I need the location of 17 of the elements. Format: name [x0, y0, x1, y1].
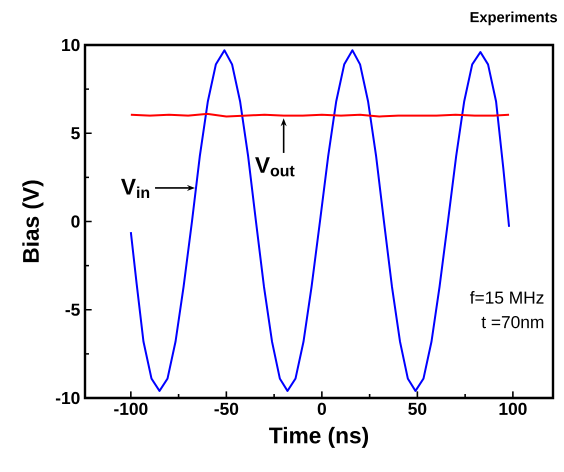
y-tick-label: 10 [62, 38, 80, 52]
x-tick-label: 50 [408, 402, 426, 415]
chart-title: Experiments [470, 12, 558, 26]
x-tick-label: 100 [500, 402, 527, 415]
annotation: t =70nm [482, 316, 544, 328]
annotation: V$_{in}$ [121, 178, 150, 198]
y-tick-label: -10 [56, 392, 80, 404]
y-tick-label: 5 [71, 127, 80, 140]
y-tick-label: -5 [66, 304, 80, 316]
y-tick-label: 0 [71, 215, 80, 228]
annotation: f=15 MHz [470, 291, 544, 304]
annotation: V$_{out}$ [255, 157, 295, 176]
y-axis-title: Bias (V) [22, 180, 44, 262]
x-tick-label: -50 [214, 402, 238, 415]
x-tick-label: -100 [114, 402, 148, 415]
x-tick-label: 0 [318, 402, 326, 415]
x-axis-title: Time (ns) [269, 426, 368, 448]
